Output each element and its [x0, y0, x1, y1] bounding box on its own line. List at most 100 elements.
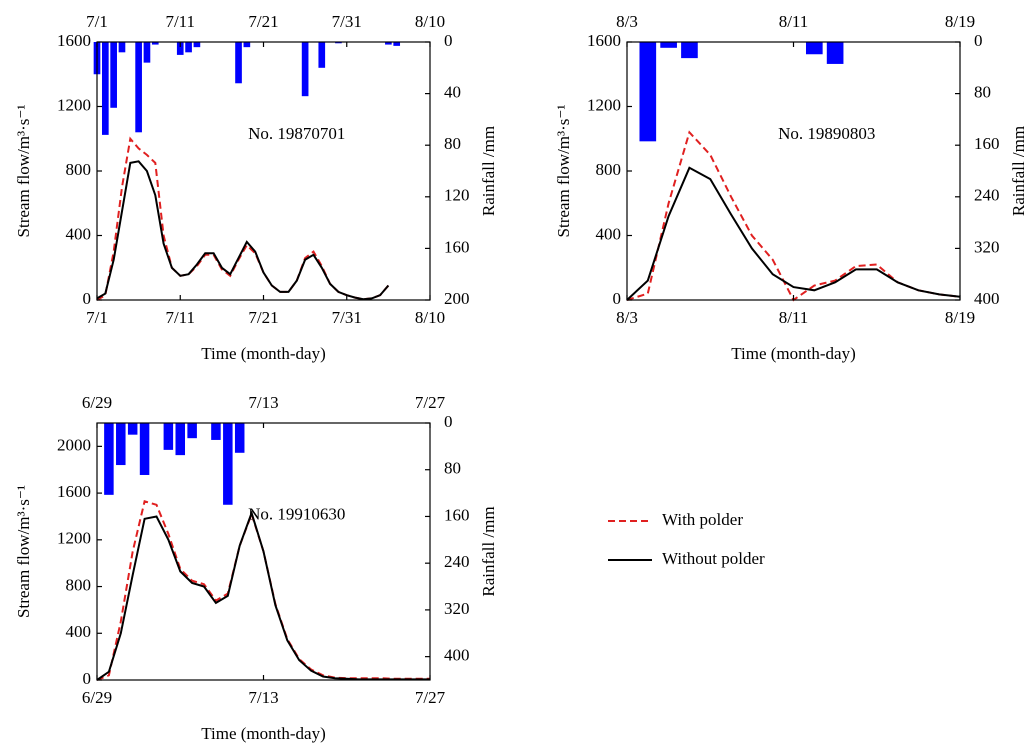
flow-line [626, 130, 961, 302]
rainfall-bar [211, 423, 221, 440]
flow-line [96, 500, 430, 681]
y2-tick-label: 0 [444, 412, 453, 431]
x-tick-label-top: 7/21 [248, 12, 278, 31]
rainfall-bar [118, 42, 126, 53]
rainfall-bar [139, 423, 150, 475]
x-tick-label: 8/10 [415, 308, 445, 327]
y-tick-label: 800 [66, 575, 92, 594]
rainfall-bar [187, 423, 197, 439]
x-tick-label: 7/1 [86, 308, 108, 327]
rainfall-bar [185, 42, 192, 53]
rainfall-bar [826, 42, 844, 64]
rainfall-bar [223, 423, 233, 505]
y-tick-label: 0 [83, 669, 92, 688]
y-axis-title: Stream flow/m³·s⁻¹ [554, 105, 573, 238]
x-tick-label: 7/13 [248, 688, 278, 707]
y2-tick-label: 240 [444, 552, 470, 571]
x-tick-label-top: 8/10 [415, 12, 445, 31]
y2-tick-label: 160 [974, 134, 1000, 153]
y2-tick-label: 320 [974, 237, 1000, 256]
rainfall-bar [127, 423, 138, 435]
x-axis-title: Time (month-day) [201, 344, 326, 363]
y2-axis-title: Rainfall /mm [479, 506, 498, 596]
x-tick-label: 8/11 [779, 308, 809, 327]
x-axis-title: Time (month-day) [201, 724, 326, 743]
flow-line [96, 160, 390, 301]
x-tick-label: 6/29 [82, 688, 112, 707]
y2-tick-label: 80 [444, 134, 461, 153]
y-tick-label: 0 [83, 289, 92, 308]
rainfall-bar [234, 423, 245, 453]
y2-tick-label: 120 [444, 186, 470, 205]
rainfall-bar [143, 42, 151, 63]
rainfall-bar [193, 42, 201, 48]
x-tick-label-top: 7/13 [248, 393, 278, 412]
y2-tick-label: 0 [974, 31, 983, 50]
x-tick-label-top: 8/11 [779, 12, 809, 31]
y-tick-label: 1600 [587, 31, 621, 50]
x-tick-label-top: 7/31 [332, 12, 362, 31]
rainfall-bar [639, 42, 657, 142]
y-axis-title: Stream flow/m³·s⁻¹ [14, 105, 33, 238]
y2-tick-label: 200 [444, 289, 470, 308]
rainfall-bar [301, 42, 309, 97]
annotation: No. 19910630 [248, 504, 345, 523]
flow-line [626, 166, 961, 301]
x-tick-label: 7/31 [332, 308, 362, 327]
y2-axis-title: Rainfall /mm [479, 126, 498, 216]
rainfall-bar [681, 42, 698, 59]
y2-axis-title: Rainfall /mm [1009, 126, 1028, 216]
x-tick-label: 8/19 [945, 308, 975, 327]
annotation: No. 19890803 [778, 124, 875, 143]
y2-tick-label: 80 [444, 459, 461, 478]
rainfall-bar [393, 42, 401, 46]
y2-tick-label: 80 [974, 83, 991, 102]
x-tick-label: 7/27 [415, 688, 446, 707]
x-tick-label: 8/3 [616, 308, 638, 327]
y-tick-label: 400 [596, 224, 622, 243]
y-tick-label: 1200 [57, 529, 91, 548]
flow-line [96, 509, 430, 681]
y-tick-label: 1200 [587, 95, 621, 114]
rainfall-bar [235, 42, 242, 84]
rainfall-bar [176, 42, 184, 55]
x-tick-label: 7/11 [165, 308, 195, 327]
x-tick-label-top: 7/11 [165, 12, 195, 31]
y-tick-label: 0 [613, 289, 622, 308]
legend-label: Without polder [662, 549, 765, 568]
rainfall-bar [318, 42, 326, 68]
rainfall-bar [163, 423, 174, 450]
x-tick-label: 7/21 [248, 308, 278, 327]
x-tick-label-top: 7/1 [86, 12, 108, 31]
annotation: No. 19870701 [248, 124, 345, 143]
flow-line [96, 136, 390, 301]
y-axis-title: Stream flow/m³·s⁻¹ [14, 485, 33, 618]
rainfall-bar [805, 42, 823, 55]
y-tick-label: 400 [66, 224, 92, 243]
rainfall-bar [151, 42, 159, 45]
y2-tick-label: 400 [444, 646, 470, 665]
rainfall-bar [116, 423, 126, 466]
x-tick-label-top: 8/19 [945, 12, 975, 31]
rainfall-bar [660, 42, 677, 48]
y2-tick-label: 320 [444, 599, 470, 618]
x-tick-label-top: 6/29 [82, 393, 112, 412]
y-tick-label: 1200 [57, 95, 91, 114]
y2-tick-label: 0 [444, 31, 453, 50]
y2-tick-label: 240 [974, 186, 1000, 205]
rainfall-bar [135, 42, 142, 133]
y2-tick-label: 160 [444, 237, 470, 256]
y2-tick-label: 40 [444, 83, 461, 102]
rainfall-bar [175, 423, 186, 456]
y-tick-label: 800 [66, 160, 92, 179]
rainfall-bar [101, 42, 109, 135]
rainfall-bar [104, 423, 114, 495]
y-tick-label: 1600 [57, 31, 91, 50]
legend-label: With polder [662, 510, 743, 529]
x-axis-title: Time (month-day) [731, 344, 856, 363]
rainfall-bar [335, 42, 342, 44]
x-tick-label-top: 8/3 [616, 12, 638, 31]
y-tick-label: 2000 [57, 435, 91, 454]
y2-tick-label: 400 [974, 289, 1000, 308]
